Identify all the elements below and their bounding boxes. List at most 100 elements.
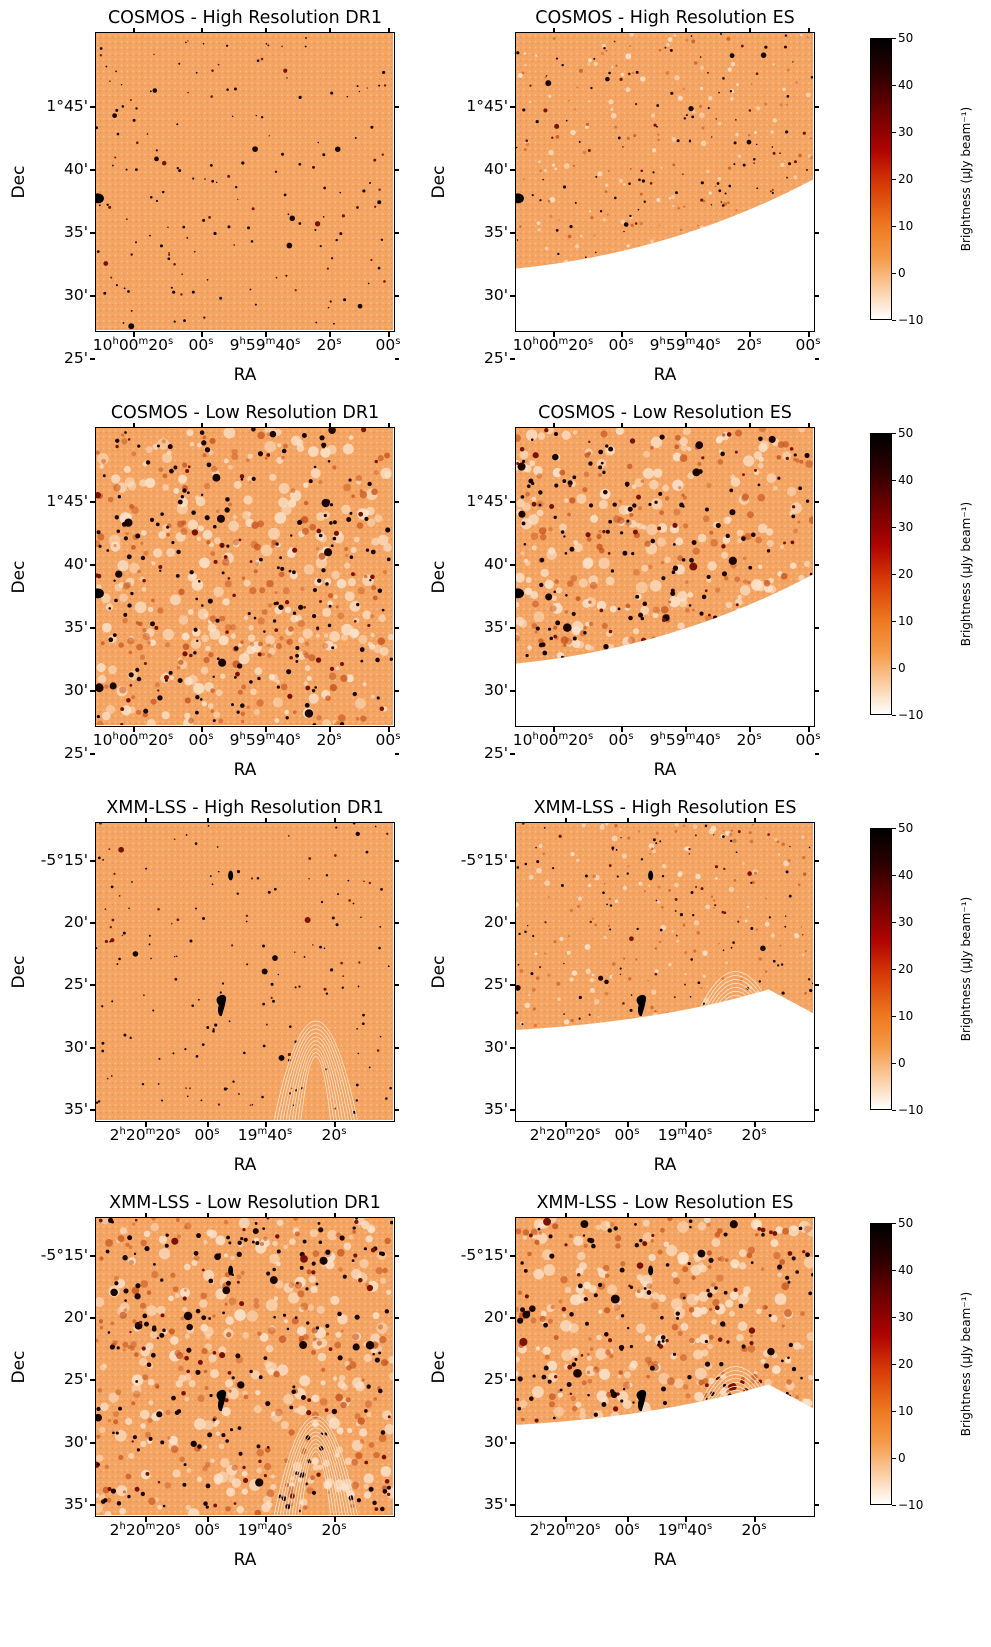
y-tick-mark-right bbox=[395, 860, 399, 862]
radio-source bbox=[148, 1436, 153, 1441]
x-tick-label: 20s bbox=[736, 336, 762, 355]
colorbar-tick-label: 40 bbox=[898, 473, 914, 487]
radio-source bbox=[753, 162, 755, 164]
radio-source bbox=[555, 229, 559, 232]
y-tick-mark bbox=[510, 627, 515, 629]
colorbar-tick-label: 20 bbox=[898, 1357, 914, 1371]
radio-source bbox=[532, 934, 535, 938]
radio-source bbox=[569, 1312, 574, 1317]
radio-source bbox=[98, 1218, 103, 1223]
radio-source bbox=[729, 839, 733, 843]
radio-source bbox=[723, 911, 727, 915]
x-tick-mark-top bbox=[621, 423, 623, 427]
y-tick-label: 30' bbox=[484, 681, 508, 699]
radio-source bbox=[610, 569, 615, 573]
radio-source bbox=[565, 594, 568, 597]
radio-source bbox=[212, 1418, 216, 1422]
y-tick-mark-right bbox=[815, 753, 819, 755]
radio-source bbox=[254, 1222, 258, 1225]
radio-source bbox=[252, 146, 258, 152]
y-tick-mark bbox=[90, 1379, 95, 1381]
x-tick-mark-top bbox=[749, 28, 751, 32]
radio-source bbox=[341, 214, 345, 218]
radio-source bbox=[368, 881, 372, 885]
radio-source bbox=[531, 193, 534, 197]
radio-source bbox=[123, 536, 128, 541]
x-tick-mark bbox=[265, 1517, 267, 1522]
radio-source bbox=[646, 1290, 652, 1295]
radio-source bbox=[215, 181, 218, 184]
radio-source bbox=[521, 1023, 524, 1026]
radio-source bbox=[750, 881, 753, 884]
y-tick-mark-right bbox=[815, 1442, 819, 1444]
radio-source bbox=[110, 1288, 118, 1297]
radio-source bbox=[229, 1428, 234, 1432]
radio-source bbox=[185, 468, 190, 473]
radio-source bbox=[172, 290, 176, 294]
x-tick-mark-top bbox=[627, 818, 629, 822]
colorbar-tick bbox=[892, 320, 896, 321]
radio-source bbox=[195, 1308, 201, 1314]
radio-source bbox=[558, 834, 562, 838]
radio-source bbox=[332, 536, 337, 541]
radio-source bbox=[520, 1307, 526, 1313]
radio-source bbox=[386, 832, 389, 835]
radio-source bbox=[785, 1275, 790, 1280]
radio-source bbox=[121, 934, 124, 937]
x-tick-label: 00s bbox=[795, 336, 821, 355]
radio-source bbox=[164, 1243, 169, 1248]
y-tick-mark-right bbox=[395, 690, 399, 692]
radio-source bbox=[115, 108, 119, 112]
radio-source bbox=[108, 205, 112, 209]
radio-source bbox=[212, 1351, 217, 1355]
radio-source bbox=[199, 698, 203, 701]
y-tick-mark bbox=[510, 169, 515, 171]
radio-source bbox=[802, 1250, 806, 1254]
radio-source bbox=[365, 1340, 375, 1350]
radio-source bbox=[135, 168, 138, 172]
radio-source bbox=[632, 1401, 635, 1404]
radio-source bbox=[169, 468, 174, 474]
radio-source bbox=[261, 968, 268, 975]
radio-source bbox=[672, 1352, 677, 1356]
radio-source bbox=[292, 570, 296, 575]
radio-source bbox=[122, 931, 126, 935]
radio-source bbox=[318, 533, 323, 538]
y-tick-mark-right bbox=[395, 169, 399, 171]
radio-source bbox=[617, 607, 621, 611]
radio-source bbox=[787, 1251, 793, 1256]
radio-source bbox=[125, 168, 128, 171]
radio-source bbox=[221, 571, 225, 575]
radio-source bbox=[516, 51, 520, 55]
sky-panel: XMM-LSS - High Resolution ES -5°15' 20' 25'… bbox=[0, 790, 991, 1185]
radio-source bbox=[96, 947, 98, 950]
radio-source bbox=[118, 1406, 123, 1411]
radio-source bbox=[155, 522, 160, 527]
y-tick-mark bbox=[510, 690, 515, 692]
radio-source bbox=[298, 604, 304, 610]
y-tick-label: 35' bbox=[484, 618, 508, 636]
radio-source bbox=[721, 571, 728, 577]
radio-source bbox=[182, 1296, 187, 1301]
x-tick-label: 00s bbox=[194, 1521, 220, 1540]
radio-source bbox=[159, 244, 163, 248]
radio-source bbox=[265, 1023, 268, 1026]
radio-source bbox=[523, 1268, 528, 1273]
radio-source bbox=[728, 556, 737, 565]
radio-source bbox=[294, 1316, 298, 1320]
radio-source bbox=[379, 1035, 382, 1038]
radio-source bbox=[607, 552, 611, 555]
radio-source bbox=[249, 680, 253, 684]
radio-source bbox=[620, 531, 624, 535]
radio-source bbox=[206, 1026, 210, 1030]
x-tick-mark bbox=[201, 727, 203, 732]
radio-source bbox=[331, 646, 335, 650]
radio-source bbox=[790, 540, 795, 545]
radio-source bbox=[521, 823, 525, 825]
radio-source bbox=[204, 447, 211, 453]
radio-source bbox=[688, 1219, 693, 1224]
radio-source bbox=[711, 136, 713, 138]
y-tick-mark bbox=[90, 753, 95, 755]
radio-source bbox=[174, 977, 178, 981]
radio-source bbox=[134, 1486, 140, 1492]
